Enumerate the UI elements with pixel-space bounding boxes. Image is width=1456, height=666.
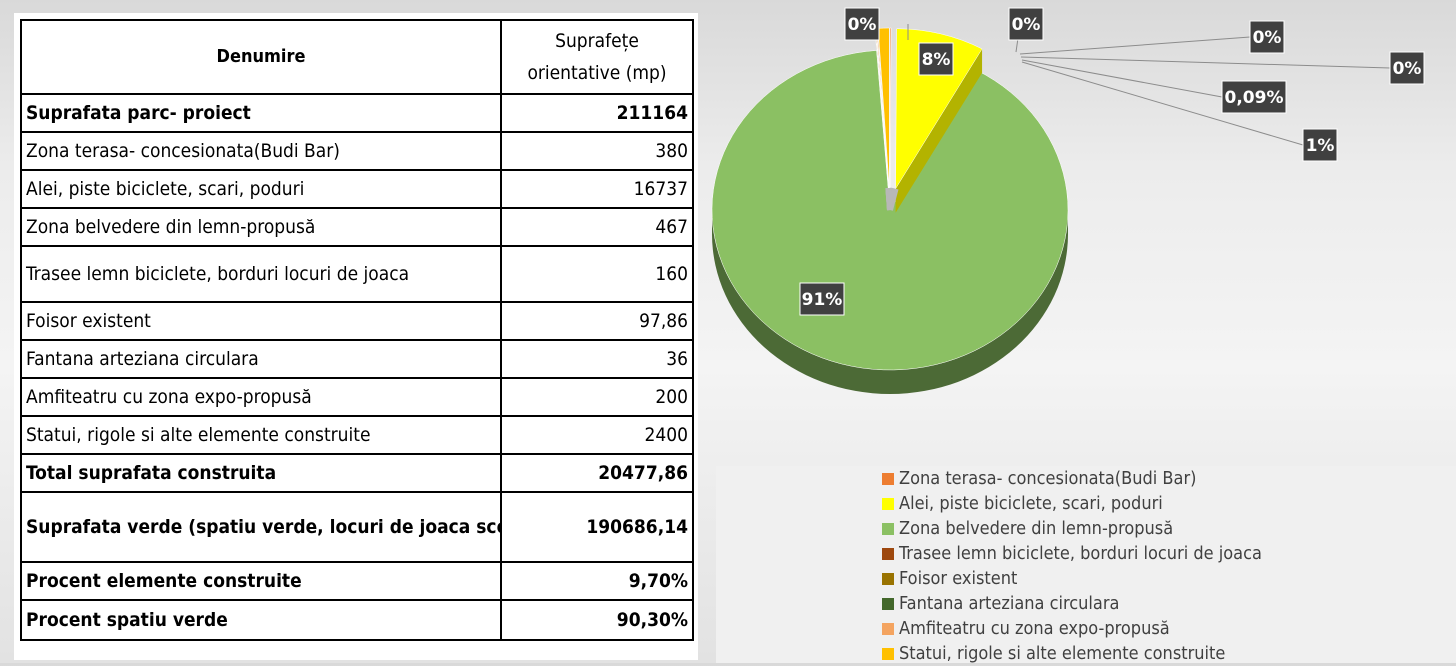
table-row: Suprafata verde (spatiu verde, locuri de… — [21, 492, 693, 562]
row-name: Procent spatiu verde — [21, 600, 501, 640]
row-name: Trasee lemn biciclete, borduri locuri de… — [21, 246, 501, 302]
row-value: 200 — [501, 378, 693, 416]
row-name: Foisor existent — [21, 302, 501, 340]
data-label: 0% — [1250, 21, 1284, 53]
legend-swatch — [882, 473, 894, 485]
table-row: Trasee lemn biciclete, borduri locuri de… — [21, 246, 693, 302]
legend-item: Alei, piste biciclete, scari, poduri — [882, 491, 1163, 516]
pie-gap — [888, 188, 890, 210]
row-value: 20477,86 — [501, 454, 693, 492]
data-label: 0% — [845, 8, 879, 40]
table-panel: Denumire Suprafețe orientative (mp) Supr… — [14, 13, 698, 660]
data-label-text: 0,09% — [1225, 88, 1284, 108]
data-label-text: 0% — [1012, 15, 1041, 35]
data-label: 0% — [1390, 52, 1424, 84]
data-label-text: 0% — [1393, 59, 1422, 79]
legend-swatch — [882, 598, 894, 610]
row-name: Total suprafata construita — [21, 454, 501, 492]
legend-label: Alei, piste biciclete, scari, poduri — [899, 493, 1163, 514]
data-table: Denumire Suprafețe orientative (mp) Supr… — [20, 19, 694, 641]
leader-line — [1021, 57, 1390, 68]
data-label: 0% — [1009, 8, 1043, 40]
legend-swatch — [882, 573, 894, 585]
legend-item: Fantana arteziana circulara — [882, 591, 1119, 616]
legend-label: Fantana arteziana circulara — [899, 593, 1119, 614]
legend-item: Zona terasa- concesionata(Budi Bar) — [882, 466, 1196, 491]
pie-slice — [890, 28, 891, 188]
row-name: Procent elemente construite — [21, 562, 501, 600]
legend-label: Zona belvedere din lemn-propusă — [899, 518, 1173, 539]
row-value: 36 — [501, 340, 693, 378]
row-name: Alei, piste biciclete, scari, poduri — [21, 170, 501, 208]
pie-chart: 0% 8% 91% 0% 0% 0% 0,09% 1% — [700, 0, 1456, 466]
row-value: 467 — [501, 208, 693, 246]
data-label-text: 91% — [802, 290, 843, 310]
row-value: 2400 — [501, 416, 693, 454]
row-value: 90,30% — [501, 600, 693, 640]
table-header-row: Denumire Suprafețe orientative (mp) — [21, 20, 693, 94]
row-value: 190686,14 — [501, 492, 693, 562]
data-label: 91% — [800, 283, 844, 315]
legend-label: Foisor existent — [899, 568, 1017, 589]
legend-label: Statui, rigole si alte elemente construi… — [899, 643, 1225, 664]
row-name: Zona belvedere din lemn-propusă — [21, 208, 501, 246]
header-suprafete: Suprafețe orientative (mp) — [501, 20, 693, 94]
data-label: 8% — [919, 43, 953, 75]
legend-swatch — [882, 548, 894, 560]
row-name: Amfiteatru cu zona expo-propusă — [21, 378, 501, 416]
data-label-text: 8% — [922, 50, 951, 70]
table-row: Zona terasa- concesionata(Budi Bar)380 — [21, 132, 693, 170]
legend-swatch — [882, 498, 894, 510]
header-denumire: Denumire — [21, 20, 501, 94]
row-value: 160 — [501, 246, 693, 302]
row-value: 9,70% — [501, 562, 693, 600]
legend-item: Foisor existent — [882, 566, 1017, 591]
data-label-text: 1% — [1306, 136, 1335, 156]
data-label-text: 0% — [1253, 28, 1282, 48]
row-value: 380 — [501, 132, 693, 170]
row-value: 16737 — [501, 170, 693, 208]
row-name: Fantana arteziana circulara — [21, 340, 501, 378]
legend-label: Zona terasa- concesionata(Budi Bar) — [899, 468, 1196, 489]
data-label: 0,09% — [1222, 81, 1286, 113]
chart-legend: Zona terasa- concesionata(Budi Bar) Alei,… — [716, 466, 1456, 663]
leader-line — [1020, 37, 1250, 54]
data-label: 1% — [1303, 129, 1337, 161]
row-value: 97,86 — [501, 302, 693, 340]
legend-item: Amfiteatru cu zona expo-propusă — [882, 616, 1170, 641]
legend-label: Amfiteatru cu zona expo-propusă — [899, 618, 1170, 639]
row-name: Suprafata verde (spatiu verde, locuri de… — [21, 492, 501, 562]
legend-swatch — [882, 523, 894, 535]
legend-item: Zona belvedere din lemn-propusă — [882, 516, 1173, 541]
row-name: Statui, rigole si alte elemente construi… — [21, 416, 501, 454]
table-row: Statui, rigole si alte elemente construi… — [21, 416, 693, 454]
data-label-text: 0% — [848, 15, 877, 35]
legend-swatch — [882, 623, 894, 635]
row-name: Suprafata parc- proiect — [21, 94, 501, 132]
legend-label: Trasee lemn biciclete, borduri locuri de… — [899, 543, 1262, 564]
row-value: 211164 — [501, 94, 693, 132]
legend-item: Trasee lemn biciclete, borduri locuri de… — [882, 541, 1262, 566]
legend-swatch — [882, 648, 894, 660]
row-name: Zona terasa- concesionata(Budi Bar) — [21, 132, 501, 170]
legend-item: Statui, rigole si alte elemente construi… — [882, 641, 1225, 666]
